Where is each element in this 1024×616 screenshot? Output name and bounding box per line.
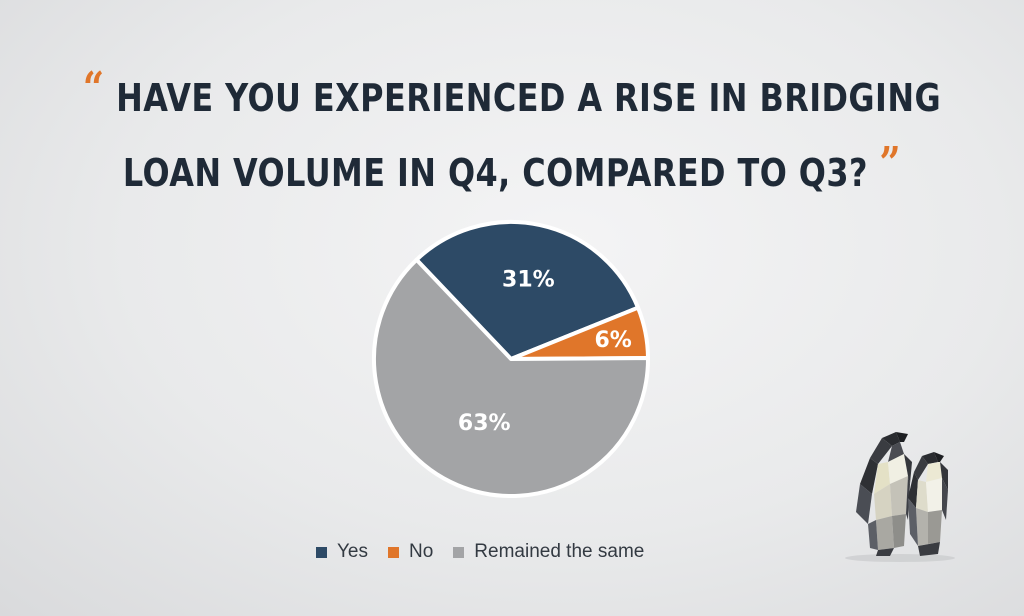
penguins-icon — [845, 432, 955, 562]
title-line-2: LOAN VOLUME IN Q4, COMPARED TO Q3? ” — [82, 131, 942, 206]
title-line-1: “ HAVE YOU EXPERIENCED A RISE IN BRIDGIN… — [82, 56, 942, 131]
chart-title: “ HAVE YOU EXPERIENCED A RISE IN BRIDGIN… — [82, 56, 942, 206]
pie-label-no: 6% — [594, 328, 631, 353]
chart-legend: Yes No Remained the same — [316, 541, 664, 563]
title-text-1: HAVE YOU EXPERIENCED A RISE IN BRIDGING — [116, 76, 942, 120]
pie-slice-remained-the-same — [372, 257, 650, 498]
legend-label-no: No — [409, 541, 434, 562]
legend-item-yes: Yes — [316, 541, 368, 563]
close-quote-icon: ” — [879, 138, 902, 189]
legend-swatch-same — [453, 546, 465, 558]
pie-label-remained-the-same: 63% — [458, 411, 511, 436]
pie-label-yes: 31% — [502, 268, 555, 293]
legend-label-same: Remained the same — [474, 541, 645, 562]
legend-item-same: Remained the same — [453, 541, 644, 563]
legend-label-yes: Yes — [337, 541, 368, 562]
legend-swatch-no — [388, 546, 399, 558]
open-quote-icon: “ — [82, 63, 105, 114]
legend-item-no: No — [388, 541, 433, 563]
title-text-2: LOAN VOLUME IN Q4, COMPARED TO Q3? — [122, 151, 868, 195]
legend-swatch-yes — [316, 546, 327, 558]
pie-slice-yes — [414, 220, 641, 361]
